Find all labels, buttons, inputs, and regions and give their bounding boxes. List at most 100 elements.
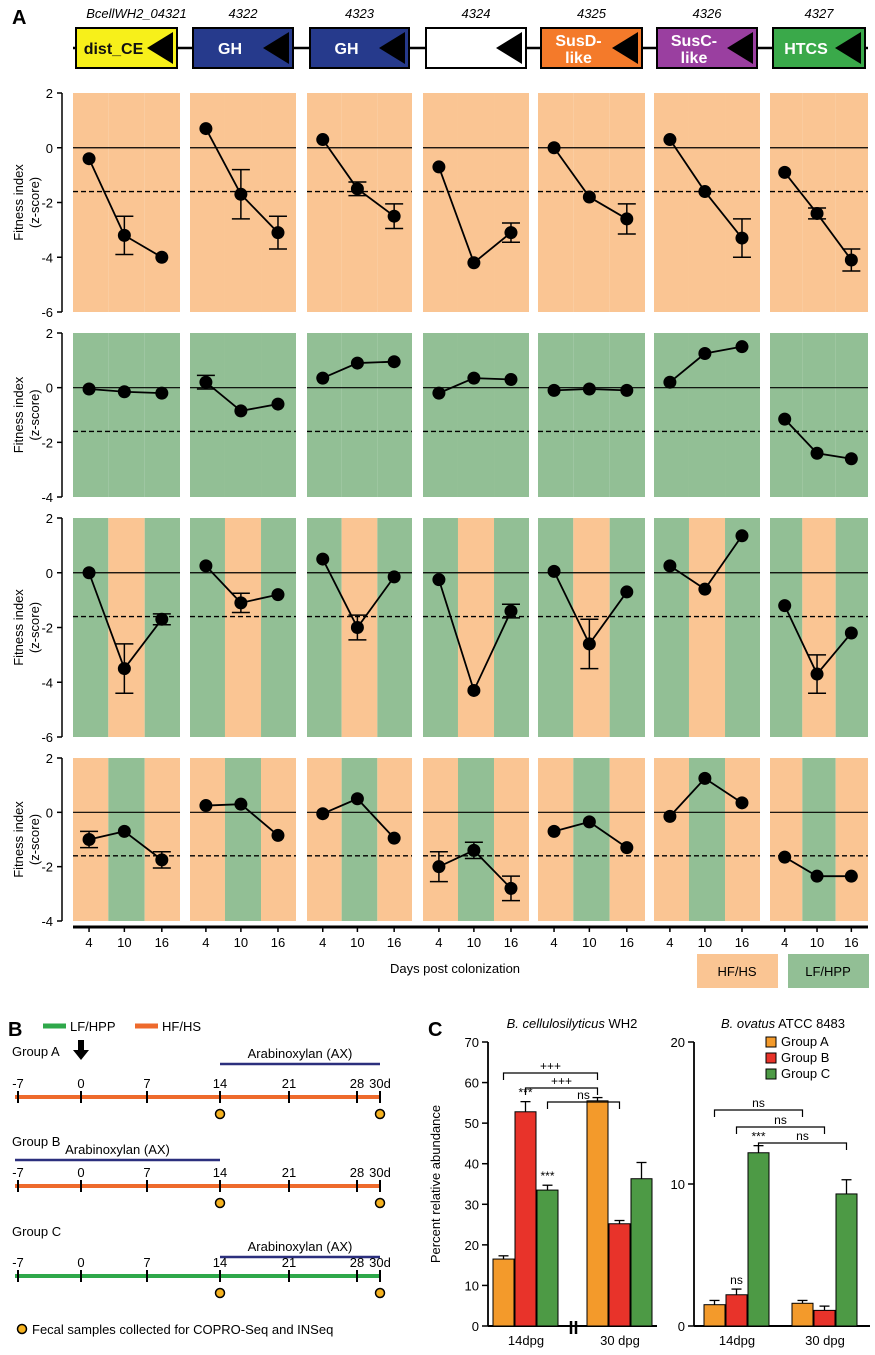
y-tick-label: 0	[46, 381, 53, 396]
diet-background-band	[108, 518, 145, 737]
diet-background-band	[538, 518, 574, 737]
diet-background-band	[538, 758, 574, 921]
timeline-tick-label: 0	[77, 1165, 84, 1180]
gene-arrow-icon	[496, 32, 522, 64]
fecal-sample-dot-icon	[214, 1108, 226, 1120]
comparison-label: ns	[577, 1088, 590, 1102]
data-point	[316, 807, 330, 821]
data-point	[117, 228, 131, 242]
y-tick-label: -4	[41, 914, 53, 929]
bar	[492, 1258, 515, 1327]
x-tick-label: 10	[582, 935, 596, 950]
timeline-tick-label: 14	[213, 1255, 227, 1270]
locus-tag-label: 4327	[805, 6, 835, 21]
arabinoxylan-label: Arabinoxylan (AX)	[248, 1046, 353, 1061]
diet-background-band	[377, 518, 412, 737]
diet-background-band	[725, 758, 760, 921]
y-tick-label: 2	[46, 511, 53, 526]
data-point	[620, 841, 634, 855]
data-point	[467, 683, 481, 697]
data-point	[620, 383, 634, 397]
data-point	[387, 209, 401, 223]
data-point	[778, 412, 792, 426]
diet-background-band	[261, 518, 296, 737]
group-label: Group C	[12, 1224, 61, 1239]
data-point	[778, 850, 792, 864]
diet-background-band	[654, 758, 689, 921]
diet-background-band	[835, 93, 868, 312]
y-axis-label-line2: (z-score)	[27, 389, 42, 440]
timeline-tick-label: -7	[12, 1076, 24, 1091]
diet-background-band	[457, 333, 495, 497]
diet-background-band	[73, 518, 109, 737]
bar	[536, 1189, 559, 1327]
bar	[813, 1309, 836, 1327]
x-tick-label: 10	[698, 935, 712, 950]
y-tick-label: -2	[41, 196, 53, 211]
locus-tag-label: 4322	[229, 6, 259, 21]
data-point	[844, 626, 858, 640]
diet-background-band	[538, 333, 574, 497]
timeline-tick-label: 7	[143, 1255, 150, 1270]
data-point	[810, 446, 824, 460]
data-point	[735, 796, 749, 810]
y-tick-label: 20	[671, 1035, 685, 1050]
diet-background-band	[144, 93, 180, 312]
y-tick-label: 0	[678, 1319, 685, 1334]
legend-swatch	[765, 1052, 777, 1064]
diet-background-band	[494, 333, 529, 497]
x-tick-label: 10	[117, 935, 131, 950]
diet-background-band	[307, 758, 342, 921]
diet-background-band	[609, 518, 645, 737]
y-tick-label: -6	[41, 305, 53, 320]
comparison-bracket	[757, 1142, 848, 1150]
diet-background-band	[573, 333, 610, 497]
y-tick-label: -2	[41, 860, 53, 875]
x-tick-label: 4	[319, 935, 326, 950]
fecal-sample-dot-icon	[374, 1287, 386, 1299]
chart-title: B. ovatus ATCC 8483	[721, 1016, 845, 1031]
data-point	[271, 828, 285, 842]
diet-background-band	[144, 758, 180, 921]
operon-diagram: dist_CE BcellWH2_04321 GH 4322 GH 4323 4324 Sus…	[73, 6, 868, 69]
y-tick-label: 70	[465, 1035, 479, 1050]
data-point	[582, 382, 596, 396]
data-point	[199, 375, 213, 389]
data-point	[547, 141, 561, 155]
data-point	[663, 375, 677, 389]
bar	[630, 1178, 653, 1327]
locus-tag-label: 4324	[462, 6, 491, 21]
bar	[747, 1152, 770, 1327]
data-point	[582, 815, 596, 829]
data-point	[698, 771, 712, 785]
diet-background-band	[770, 518, 803, 737]
diet-background-band	[261, 93, 296, 312]
comparison-label: +++	[551, 1074, 572, 1088]
fecal-sample-dot-icon	[16, 1323, 28, 1335]
comparison-bracket	[546, 1101, 621, 1109]
gene-arrow-icon	[612, 32, 638, 64]
x-tick-label: 16	[620, 935, 634, 950]
data-point	[663, 809, 677, 823]
significance-label: ***	[751, 1130, 765, 1144]
data-point	[117, 824, 131, 838]
chart-title-species: B. cellulosilyticus	[507, 1016, 606, 1031]
data-point	[234, 404, 248, 418]
comparison-label: +++	[540, 1059, 561, 1073]
y-tick-label: 60	[465, 1076, 479, 1091]
gene-arrow-icon	[147, 32, 173, 64]
legend-swatch-lfhpp	[788, 954, 869, 988]
y-axis-label-line1: Fitness index	[11, 376, 26, 453]
diet-timeline-panel: LF/HPP HF/HS Group A Arabinoxylan (AX) -7 0 7 1…	[12, 1019, 391, 1337]
y-tick-label: -2	[41, 621, 53, 636]
fecal-sample-dot-icon	[374, 1197, 386, 1209]
significance-label: ns	[730, 1273, 743, 1287]
diet-background-band	[609, 333, 645, 497]
gene-name-label: like	[565, 50, 592, 67]
data-point	[199, 559, 213, 573]
panel-a-footer: Days post colonization HF/HS LF/HPP	[390, 954, 869, 988]
data-point	[778, 165, 792, 179]
x-tick-label: 4	[666, 935, 673, 950]
footnote-text: Fecal samples collected for COPRO-Seq an…	[32, 1322, 333, 1337]
comparison-label: ns	[752, 1096, 765, 1110]
